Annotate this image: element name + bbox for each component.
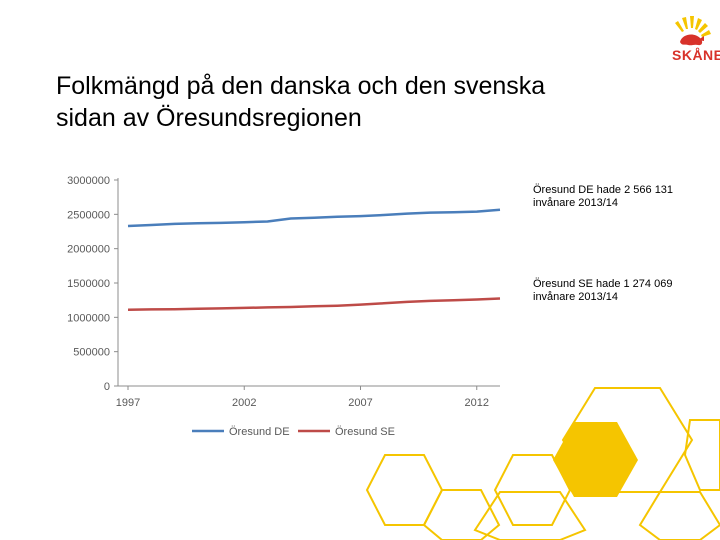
series-line-oresund-se <box>127 297 501 312</box>
slide-title: Folkmängd på den danska och den svenska … <box>56 70 676 134</box>
hexagon-filled <box>553 422 638 497</box>
x-axis-ticks: 1997 2002 2007 2012 <box>116 386 489 409</box>
note-oresund-se: Öresund SE hade 1 274 069 invånare 2013/… <box>533 278 673 303</box>
hexagon-outline <box>683 419 720 491</box>
hexagon-outline <box>422 489 501 540</box>
x-tick-label: 1997 <box>116 397 140 409</box>
legend-label: Öresund DE <box>229 426 290 438</box>
y-tick-label: 500000 <box>73 347 110 359</box>
logo-text: SKÅNE <box>672 47 720 63</box>
y-tick-label: 0 <box>104 381 110 393</box>
hexagon-outline <box>493 454 572 526</box>
y-tick-label: 3000000 <box>67 175 110 187</box>
series-lines <box>127 208 501 312</box>
y-tick-label: 1500000 <box>67 278 110 290</box>
chart-axes <box>117 178 500 387</box>
y-axis-ticks: 0 500000 1000000 1500000 2000000 2500000 30000… <box>67 175 118 393</box>
title-line-2: sidan av Öresundsregionen <box>56 104 362 132</box>
legend-label: Öresund SE <box>335 426 395 438</box>
y-tick-label: 2000000 <box>67 244 110 256</box>
y-tick-label: 1000000 <box>67 312 110 324</box>
region-skane-logo <box>675 16 711 46</box>
title-line-1: Folkmängd på den danska och den svenska <box>56 72 546 100</box>
x-tick-label: 2012 <box>465 397 489 409</box>
chart-legend: Öresund DE Öresund SE <box>192 426 395 438</box>
x-tick-label: 2002 <box>232 397 256 409</box>
x-tick-label: 2007 <box>348 397 372 409</box>
series-line-oresund-de <box>127 208 501 228</box>
hexagon-outline <box>638 491 720 540</box>
y-tick-label: 2500000 <box>67 209 110 221</box>
note-oresund-de: Öresund DE hade 2 566 131 invånare 2013/… <box>533 184 674 209</box>
hexagon-outline <box>473 491 587 540</box>
